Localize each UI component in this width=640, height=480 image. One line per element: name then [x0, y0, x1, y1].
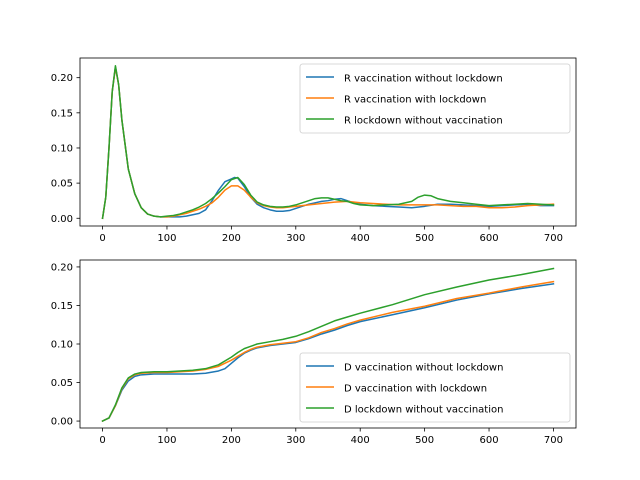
y-tick-label: 0.00	[51, 214, 73, 225]
legend-label: D vaccination without lockdown	[344, 363, 503, 374]
subplot-2: 0 100 200 300 400 500 600 700 0.00 0.05 0.10 0.15 0.…	[51, 259, 577, 446]
x-tick-label: 500	[415, 233, 434, 244]
x-tick-label: 400	[351, 435, 370, 446]
x-tick-label: 0	[99, 233, 105, 244]
legend-2: D vaccination without lockdown D vaccinat…	[299, 352, 571, 423]
y-tick-label: 0.20	[51, 73, 73, 84]
y-tick-label: 0.10	[51, 143, 73, 154]
x-tick-label: 300	[286, 233, 305, 244]
y-tick-label: 0.00	[51, 417, 73, 428]
y-tick-label: 0.15	[51, 108, 73, 119]
x-tick-label: 600	[479, 233, 498, 244]
legend-box	[299, 63, 571, 134]
legend-label: R lockdown without vaccination	[344, 116, 503, 127]
series-line-1-3	[101, 64, 555, 220]
x-tick-label: 0	[99, 435, 105, 446]
axes-frame-1	[79, 57, 577, 227]
legend-label: D lockdown without vaccination	[344, 405, 503, 416]
x-tick-label: 600	[479, 435, 498, 446]
legend-label: D vaccination with lockdown	[344, 384, 487, 395]
x-tick-label: 400	[351, 233, 370, 244]
x-tick-label: 500	[415, 435, 434, 446]
y-tick-label: 0.05	[51, 179, 73, 190]
y-tick-label: 0.15	[51, 301, 73, 312]
subplots: 0 100 200 300 400 500 600 700 0.00 0.05 0.10 0.15 0.…	[51, 57, 577, 446]
y-tick-label: 0.20	[51, 262, 73, 273]
x-tick-label: 700	[544, 233, 563, 244]
x-tick-label: 100	[157, 233, 176, 244]
x-tick-label: 100	[157, 435, 176, 446]
x-tick-label: 700	[544, 435, 563, 446]
subplot-1: 0 100 200 300 400 500 600 700 0.00 0.05 0.10 0.15 0.…	[51, 57, 577, 244]
legend-label: R vaccination without lockdown	[344, 74, 503, 85]
legend-1: R vaccination without lockdown R vaccinat…	[299, 63, 571, 134]
legend-box	[299, 352, 571, 423]
x-tick-label: 200	[222, 233, 241, 244]
y-tick-label: 0.05	[51, 378, 73, 389]
legend-label: R vaccination with lockdown	[344, 95, 486, 106]
x-tick-label: 300	[286, 435, 305, 446]
y-tick-label: 0.10	[51, 340, 73, 351]
series-line-2-3	[101, 267, 555, 423]
x-tick-label: 200	[222, 435, 241, 446]
